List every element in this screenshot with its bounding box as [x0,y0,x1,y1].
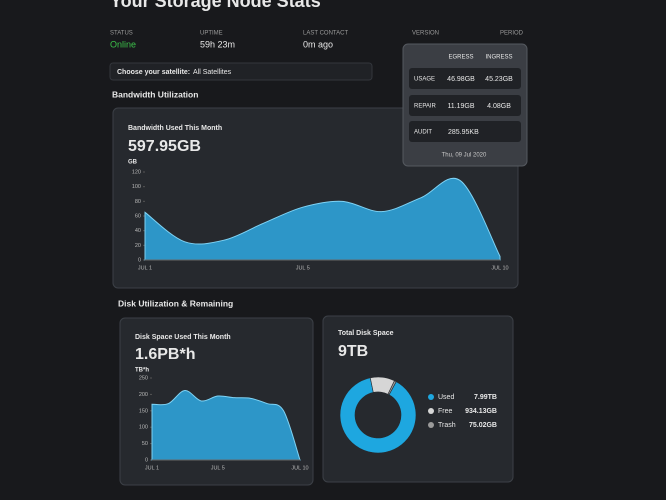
x-tick-label: JUL 1 [145,465,159,471]
tooltip-cell: 45.23GB [485,76,513,83]
card-total: 9TB [338,343,368,360]
tooltip-cell: 46.98GB [447,76,475,83]
area [144,178,501,261]
tooltip-row-label: REPAIR [414,104,437,110]
x-tick-label: JUL 5 [296,265,310,271]
satellite-value[interactable]: All Satellites [193,69,232,76]
legend-value: 75.02GB [469,422,497,429]
x-tick-label: JUL 10 [291,465,308,471]
tooltip-row-label: USAGE [414,77,435,83]
y-tick-label: 80 [135,199,141,205]
legend-swatch [428,408,434,414]
y-tick-label: 100 [132,184,141,190]
card-total: 597.95GB [128,138,201,155]
legend-label: Trash [438,422,456,429]
y-tick-label: 50 [142,441,148,447]
donut-slice [387,380,397,396]
satellite-label: Choose your satellite: [117,69,190,76]
y-axis-label: GB [128,160,138,166]
y-tick-label: 100 [139,425,148,431]
stat-label: VERSION [412,31,439,37]
y-tick-label: 200 [139,392,148,398]
y-tick-label: 150 [139,408,148,414]
y-tick-label: 20 [135,243,141,249]
stat-label: UPTIME [200,31,223,37]
stat-value: Online [110,39,136,49]
card-total: 1.6PB*h [135,346,195,363]
tooltip-column: INGRESS [485,55,512,61]
section-title: Bandwidth Utilization [112,89,198,99]
card-title: Bandwidth Used This Month [128,125,222,132]
tooltip-row-bg [409,121,521,142]
card-title: Total Disk Space [338,330,394,337]
y-tick-label: 250 [139,375,148,381]
tooltip-row-bg [409,95,521,116]
legend-label: Used [438,394,454,401]
tooltip-cell: 4.08GB [487,103,511,110]
stat-label: PERIOD [500,31,524,37]
tooltip-date: Thu, 09 Jul 2020 [442,153,487,159]
tooltip-cell: 285.95KB [448,129,479,136]
tooltip-column: EGRESS [448,55,473,61]
stat-label: LAST CONTACT [303,31,348,37]
y-tick-label: 0 [145,457,148,463]
x-tick-label: JUL 10 [491,265,508,271]
satellite-selector[interactable] [109,62,373,81]
tooltip-cell: 11.19GB [447,103,474,110]
legend-value: 934.13GB [465,408,497,415]
y-tick-label: 40 [135,228,141,234]
page-title: Your Storage Node Stats [110,0,321,11]
donut-slice [339,377,417,454]
x-tick-label: JUL 5 [211,465,225,471]
legend-label: Free [438,408,453,415]
y-tick-label: 60 [135,213,141,219]
card-title: Disk Space Used This Month [135,334,231,341]
tooltip-row-bg [409,68,521,89]
legend-value: 7.99TB [474,394,497,401]
section-title: Disk Utilization & Remaining [118,298,233,308]
tooltip: EGRESS INGRESS USAGE 46.98GB 45.23GB REP… [402,43,528,167]
legend-swatch [428,394,434,400]
legend-swatch [428,422,434,428]
x-tick-label: JUL 1 [138,265,152,271]
stat-value: 59h 23m [200,39,235,49]
tooltip-row-label: AUDIT [414,130,432,136]
stat-label: STATUS [110,31,133,37]
y-tick-label: 120 [132,169,141,175]
stat-value: 0m ago [303,39,333,49]
y-axis-label: TB*h [135,368,149,374]
charts: Bandwidth Used This Month 597.95GB GB 0 20 40… [128,125,509,472]
y-tick-label: 0 [138,257,141,263]
area [151,389,301,461]
